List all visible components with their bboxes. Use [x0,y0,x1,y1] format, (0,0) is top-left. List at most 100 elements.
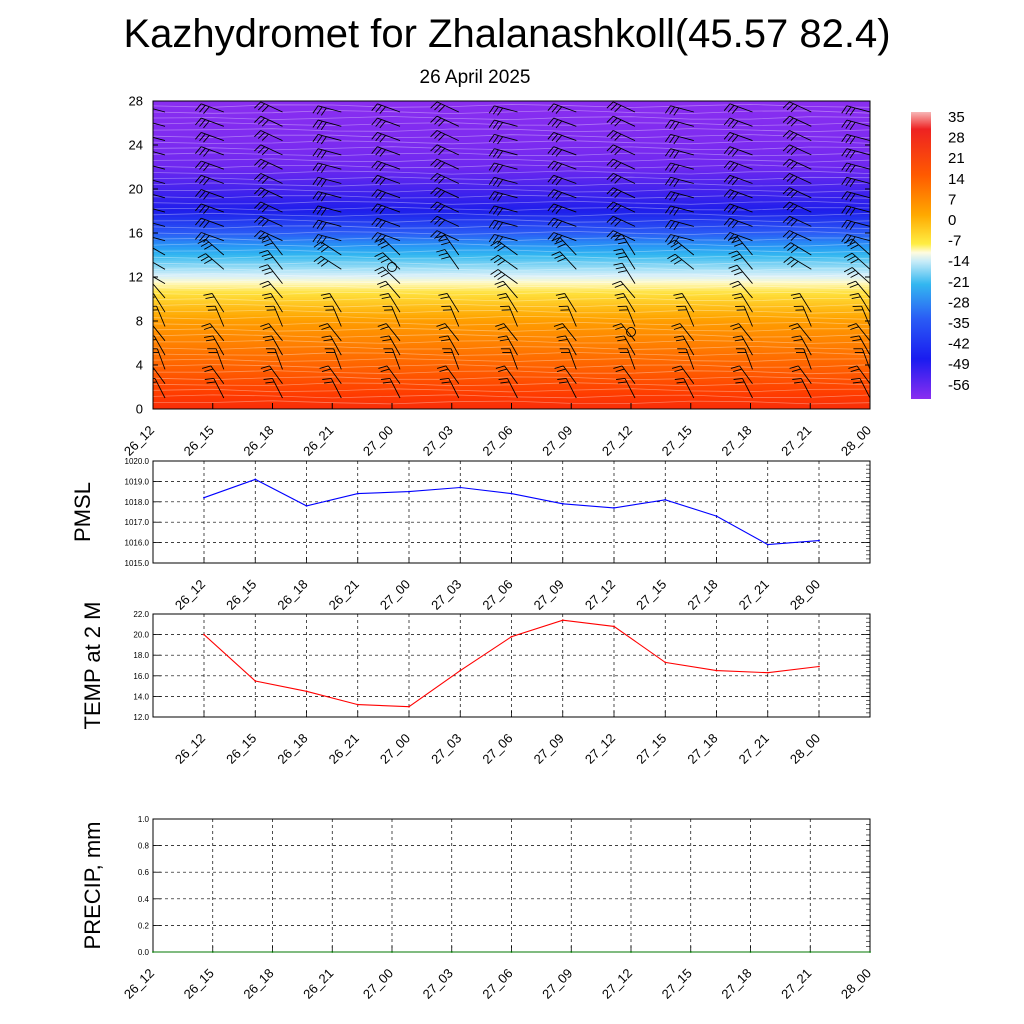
wind-barb-feather [492,106,499,115]
contour-line [153,116,870,121]
wind-barb-feather [727,190,735,199]
wind-barb-feather [261,176,269,184]
wind-barb-feather [667,239,676,245]
wind-barb-feather [613,248,623,252]
wind-barb-feather [430,115,438,123]
wind-barb-feather [669,221,676,229]
wind-barb-feather [732,335,742,338]
temperature-band [153,201,870,204]
calm-wind-marker [387,262,397,272]
contour-line [153,333,870,338]
wind-barb-feather [497,236,504,245]
wind-barb-feather [606,144,614,152]
wind-barb-feather [438,133,446,141]
data-point [809,951,812,953]
wind-barb-feather [674,377,684,380]
x-tick-label: 27_03 [428,731,464,767]
wind-barb-feather [676,381,686,384]
wind-barb-feather [204,377,214,380]
temperature-band [153,139,870,142]
temperature-band [153,107,870,110]
wind-barb-feather [141,260,148,266]
data-point [715,515,718,517]
wind-barb-feather [380,335,390,338]
wind-barb-feather [261,205,269,213]
wind-barb-feather [615,252,625,255]
wind-barb-feather [199,219,206,227]
wind-barb-feather [195,132,202,140]
wind-barb-feather [732,293,742,296]
y-tick-label: 0.4 [138,895,150,904]
data-point [510,951,513,953]
wind-barb-feather [610,232,618,240]
temperature-band [153,359,870,362]
wind-barb-feather [547,203,555,212]
wind-barb-feather [257,232,266,240]
x-tick-label: 26_21 [326,577,362,613]
wind-barb-feather [606,158,614,166]
wind-barb-feather [313,241,322,248]
temperature-band [153,145,870,148]
wind-barb-feather [723,203,731,212]
data-point [613,625,615,628]
wind-barb-feather [843,252,853,258]
y-tick-label: 1020.0 [125,457,150,466]
wind-barb-feather [312,162,319,171]
wind-barb-feather [142,281,151,284]
wind-barb-feather [547,189,555,197]
temperature-band [153,357,870,360]
wind-barb-feather [374,252,383,258]
data-point [459,669,462,672]
wind-barb-feather [260,365,270,369]
wind-barb-feather [320,236,327,245]
wind-barb-feather [379,192,386,200]
temperature-band [153,229,870,232]
wind-barb-feather [787,244,795,251]
wind-barb-feather [254,144,262,152]
wind-barb-feather [497,326,507,330]
x-tick-label: 27_18 [718,966,754,1002]
temperature-band [153,397,870,400]
wind-barb-feather [497,179,504,188]
wind-barb-feather [617,338,627,342]
wind-barb-feather [434,174,442,182]
y-tick-label: 0.2 [138,921,150,930]
wind-barb-feather [195,217,202,226]
wind-barb-feather [195,232,202,240]
wind-barb-feather [195,189,202,197]
wind-barb-feather [735,381,745,384]
data-point [561,619,564,622]
wind-barb-feather [257,103,266,111]
wind-barb-feather [790,162,798,170]
contour-line [153,400,870,405]
wind-barb-feather [203,177,210,186]
wind-barb-feather [786,117,794,125]
wind-barb-feather [204,368,214,373]
chart-subtitle: 26 April 2025 [420,67,531,88]
wind-barb-feather [434,217,442,225]
colorbar: 35 28 21 14 7 0 -7 -14 -21 -28 -35 -42 -49 -56 [911,109,970,399]
temperature-band [153,117,870,120]
wind-barb-feather [254,101,262,109]
colorbar-label: 14 [948,171,965,188]
wind-barb-feather [727,105,735,113]
wind-barb-feather [320,246,329,253]
wind-barb-feather [551,251,561,256]
temperature-band [153,287,870,290]
data-point [664,498,667,501]
wind-barb-feather [264,242,274,247]
y-tick-label: 16 [129,226,143,241]
wind-barb-feather [438,176,446,184]
wind-barb-feather [324,381,334,384]
wind-barb-feather [203,206,210,214]
panel-frame [152,613,871,718]
wind-barb-feather [547,217,555,226]
wind-barb-feather [262,293,272,296]
data-point [818,665,820,668]
contour-line [153,103,870,108]
colorbar-label: -14 [948,253,970,270]
x-tick-label: 28_00 [787,577,823,613]
contour-line [153,158,870,163]
temperature-band [153,141,870,144]
wind-barb-feather [606,173,614,181]
